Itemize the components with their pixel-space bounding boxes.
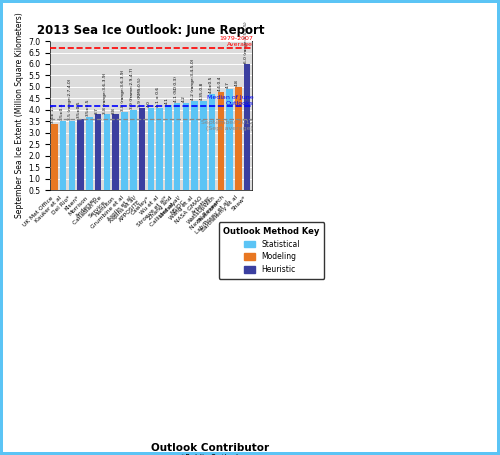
Bar (156, 107, 163, 202)
Text: 4.0: 4.0 (147, 100, 151, 106)
Bar (121, 112, 128, 202)
Bar (138, 107, 145, 202)
Bar (244, 64, 250, 202)
Bar (60, 121, 66, 202)
Text: 3.4± 1.5: 3.4± 1.5 (51, 104, 55, 123)
Text: 4.4±0.5: 4.4±0.5 (208, 76, 212, 93)
Text: 4.1 (SD 0.3): 4.1 (SD 0.3) (174, 76, 178, 102)
Text: 1979-2007
Average: 1979-2007 Average (220, 36, 254, 47)
Text: 3.9 (RMS:0.5): 3.9 (RMS:0.5) (138, 77, 142, 106)
Text: 3.8: 3.8 (112, 106, 116, 114)
Bar (78, 119, 84, 202)
Text: 4.2: 4.2 (182, 95, 186, 102)
Bar (148, 107, 154, 202)
Bar (130, 110, 136, 202)
Bar (68, 121, 75, 202)
Text: 3.5±0.5: 3.5±0.5 (86, 98, 90, 116)
Title: 2013 Sea Ice Outlook: June Report: 2013 Sea Ice Outlook: June Report (37, 24, 264, 37)
Text: Median of June
Outlooks: Median of June Outlooks (206, 95, 254, 106)
Bar (218, 91, 224, 202)
Bar (95, 115, 102, 202)
Text: 4.1 ± 0.6: 4.1 ± 0.6 (156, 86, 160, 106)
Text: 3.5±0.5: 3.5±0.5 (60, 103, 64, 121)
Text: 3.5 (range:2.7-4.0): 3.5 (range:2.7-4.0) (68, 79, 72, 121)
Bar (192, 101, 198, 202)
Bar (112, 115, 119, 202)
Text: Outlook Contributor: Outlook Contributor (151, 443, 269, 453)
Text: 3.8 (range:3.6-3.9): 3.8 (range:3.6-3.9) (104, 72, 108, 114)
Text: 4.2 (range:3.4-5.0): 4.2 (range:3.4-5.0) (191, 58, 195, 100)
Bar (51, 124, 58, 202)
Text: 4.7: 4.7 (226, 81, 230, 88)
Bar (182, 103, 189, 202)
Bar (174, 103, 180, 202)
Legend: Statistical, Modeling, Heuristic: Statistical, Modeling, Heuristic (219, 222, 324, 279)
Bar (86, 117, 92, 202)
Text: September 2012
(Sept average): September 2012 (Sept average) (201, 120, 254, 131)
Text: 4.4-0.4: 4.4-0.4 (218, 75, 222, 91)
Bar (235, 87, 242, 202)
Text: 3.8 (range:3.6-3.9): 3.8 (range:3.6-3.9) (121, 70, 125, 111)
Text: 3.9 (frame:2.9-4.7): 3.9 (frame:2.9-4.7) (130, 68, 134, 109)
Text: 3.7: 3.7 (94, 106, 98, 114)
Text: 4.35-0.8: 4.35-0.8 (200, 81, 204, 100)
Bar (165, 105, 172, 202)
Text: *Public Outlook: *Public Outlook (180, 454, 240, 455)
Bar (226, 89, 233, 202)
Bar (209, 94, 216, 202)
Bar (200, 101, 206, 202)
Text: 3.5±0.5: 3.5±0.5 (77, 101, 81, 118)
Bar (104, 115, 110, 202)
Y-axis label: September Sea Ice Extent (Million Square Kilometers): September Sea Ice Extent (Million Square… (15, 13, 24, 218)
Text: 4.1: 4.1 (165, 97, 169, 104)
Text: 4.8: 4.8 (235, 79, 239, 86)
Text: 6.0 (range:4.5-5.5): 6.0 (range:4.5-5.5) (244, 21, 248, 63)
